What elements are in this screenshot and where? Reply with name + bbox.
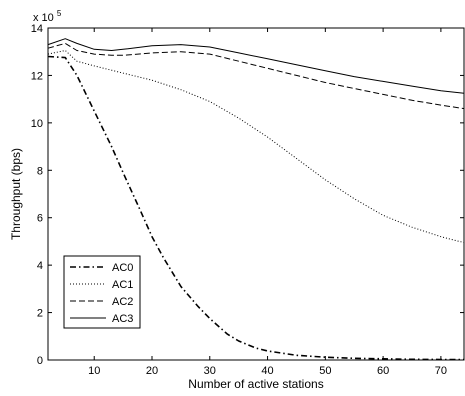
legend-label-ac3: AC3 <box>112 313 133 325</box>
series-line-ac2 <box>47 42 465 110</box>
y-axis-title: Throughput (bps) <box>9 148 23 240</box>
legend-box <box>63 255 141 329</box>
y-multiplier-exponent: 5 <box>57 9 62 18</box>
y-multiplier-label: x 10 5 <box>33 9 62 24</box>
y-tick-label: 4 <box>37 260 43 272</box>
series-line-ac0 <box>47 55 464 361</box>
series-line-ac3 <box>47 38 465 94</box>
x-tick-label: 50 <box>319 365 331 377</box>
y-tick-label: 0 <box>37 355 43 367</box>
y-tick-label: 6 <box>37 213 43 225</box>
series-line-ac1 <box>47 50 465 244</box>
x-tick-label: 40 <box>261 365 273 377</box>
legend: AC0 AC1 AC2 AC3 <box>63 255 141 329</box>
legend-label-ac2: AC2 <box>112 296 133 308</box>
x-tick-label: 20 <box>146 365 158 377</box>
y-tick-label: 10 <box>31 118 43 130</box>
x-axis-title: Number of active stations <box>188 377 323 391</box>
x-tick-label: 60 <box>377 365 389 377</box>
y-tick-label: 12 <box>31 70 43 82</box>
y-multiplier-base: x 10 <box>33 12 54 24</box>
legend-label-ac1: AC1 <box>112 279 133 291</box>
x-tick-label: 10 <box>88 365 100 377</box>
legend-label-ac0: AC0 <box>112 262 133 274</box>
x-tick-label: 70 <box>435 365 447 377</box>
y-tick-label: 8 <box>37 165 43 177</box>
series-lines <box>47 38 465 361</box>
y-tick-label: 2 <box>37 308 43 320</box>
x-tick-label: 30 <box>204 365 216 377</box>
y-tick-label: 14 <box>31 23 43 35</box>
